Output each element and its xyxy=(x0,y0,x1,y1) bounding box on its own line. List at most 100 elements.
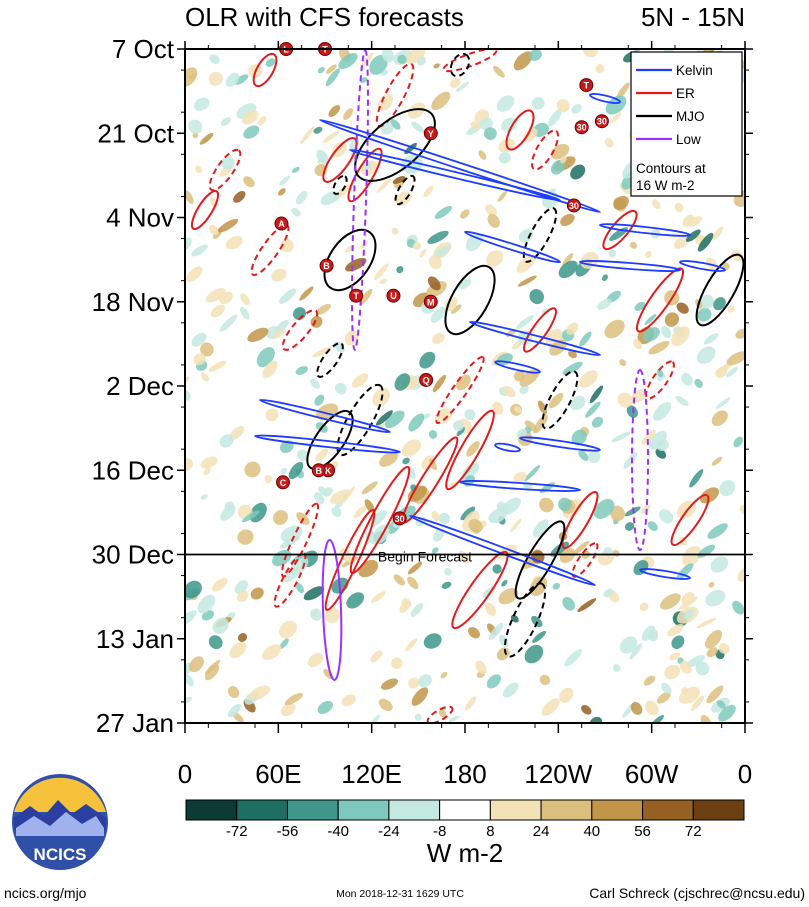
olr-anomaly-patch xyxy=(585,401,601,418)
olr-anomaly-patch xyxy=(681,373,693,386)
olr-anomaly-patch xyxy=(370,650,383,663)
colorbar-swatch xyxy=(540,799,593,821)
contour-kelvin xyxy=(494,360,541,374)
olr-anomaly-patch xyxy=(237,633,248,642)
olr-anomaly-patch xyxy=(338,52,358,70)
olr-anomaly-patch xyxy=(377,93,393,111)
x-axis-labels: 0 60E 120E 180 120W 60W 0 xyxy=(178,759,752,789)
olr-anomaly-patch xyxy=(641,625,656,641)
olr-anomaly-patch xyxy=(448,481,458,488)
olr-anomaly-patch xyxy=(682,214,694,227)
olr-anomaly-patch xyxy=(667,624,684,637)
contour-low xyxy=(631,369,649,551)
olr-anomaly-patch xyxy=(532,519,549,538)
colorbar: -72 -56 -40 -24 -8 8 24 40 56 72 xyxy=(185,799,745,840)
logo-text: NCICS xyxy=(34,845,87,864)
olr-anomaly-patch xyxy=(408,677,420,689)
olr-anomaly-patch xyxy=(460,209,470,219)
olr-anomaly-patch xyxy=(562,253,574,267)
olr-anomaly-patch xyxy=(605,95,627,115)
olr-anomaly-patch xyxy=(432,374,447,393)
legend: Kelvin ER MJO Low Contours at 16 W m-2 xyxy=(630,51,743,197)
olr-anomaly-patch xyxy=(498,151,511,164)
olr-anomaly-patch xyxy=(419,351,436,369)
olr-anomaly-patch xyxy=(291,166,300,173)
olr-anomaly-patch xyxy=(739,505,745,515)
olr-anomaly-patch xyxy=(279,638,289,649)
olr-anomaly-patch xyxy=(407,576,419,590)
olr-anomaly-patch xyxy=(322,487,333,497)
olr-anomaly-patch xyxy=(572,540,590,556)
olr-anomaly-patch xyxy=(185,237,192,251)
y-tick-label: 27 Jan xyxy=(96,708,174,738)
x-tick-label: 60W xyxy=(625,759,679,789)
olr-anomaly-patch xyxy=(570,395,586,411)
olr-anomaly-patch xyxy=(652,199,661,210)
contour-mjo xyxy=(522,207,558,263)
olr-anomaly-patch xyxy=(715,397,731,409)
olr-anomaly-patch xyxy=(453,420,464,432)
olr-anomaly-patch xyxy=(501,117,518,132)
olr-anomaly-patch xyxy=(209,224,219,236)
olr-anomaly-patch xyxy=(608,249,617,258)
olr-anomaly-patch xyxy=(428,255,443,270)
olr-anomaly-patch xyxy=(397,54,407,64)
contour-kelvin xyxy=(259,398,391,434)
footer-timestamp: Mon 2018-12-31 1629 UTC xyxy=(336,888,464,900)
y-tick-label: 13 Jan xyxy=(96,624,174,654)
olr-anomaly-patch xyxy=(455,81,470,93)
colorbar-tick-label: 24 xyxy=(533,823,550,840)
olr-anomaly-patch xyxy=(726,351,745,366)
olr-anomaly-patch xyxy=(317,66,325,74)
olr-anomaly-patch xyxy=(629,241,638,249)
olr-anomaly-patch xyxy=(423,633,442,649)
legend-entry-label: MJO xyxy=(676,109,705,124)
olr-anomaly-patch xyxy=(205,664,220,681)
colorbar-tick-label: -56 xyxy=(277,823,299,840)
olr-anomaly-patch xyxy=(427,276,441,291)
chart-title: OLR with CFS forecasts xyxy=(185,2,464,32)
olr-anomaly-patch xyxy=(560,156,567,164)
olr-anomaly-patch xyxy=(220,117,231,126)
contour-mjo xyxy=(695,253,745,327)
olr-anomaly-patch xyxy=(417,56,427,66)
olr-anomaly-patch xyxy=(185,67,198,87)
olr-anomaly-patch xyxy=(314,394,325,406)
storm-marker: Y xyxy=(423,126,438,141)
olr-anomaly-patch xyxy=(391,657,403,670)
olr-anomaly-patch xyxy=(604,319,625,339)
olr-anomaly-patch xyxy=(486,674,502,689)
contour-mjo xyxy=(444,264,496,336)
olr-anomaly-patch xyxy=(517,275,537,287)
olr-anomaly-patch xyxy=(689,469,704,488)
forecast-label: Begin Forecast xyxy=(378,549,472,565)
storm-marker-label: 30 xyxy=(597,117,607,127)
contour-er xyxy=(375,62,415,128)
olr-anomaly-patch xyxy=(375,410,393,426)
olr-anomaly-patch xyxy=(560,213,575,226)
olr-anomaly-patch xyxy=(704,333,719,345)
colorbar-swatch xyxy=(286,799,339,821)
contour-er xyxy=(252,52,278,88)
olr-anomaly-patch xyxy=(513,51,533,71)
olr-anomaly-patch xyxy=(523,128,538,143)
region-label: 5N - 15N xyxy=(641,2,745,32)
olr-anomaly-patch xyxy=(185,674,194,687)
olr-anomaly-patch xyxy=(659,509,674,524)
storm-marker: C xyxy=(276,475,290,490)
olr-anomaly-patch xyxy=(468,627,480,639)
olr-anomaly-patch xyxy=(242,510,260,523)
storm-marker: B xyxy=(319,258,334,273)
olr-anomaly-patch xyxy=(661,682,672,695)
legend-note-line2: 16 W m-2 xyxy=(636,178,695,193)
olr-anomaly-patch xyxy=(279,288,297,304)
colorbar-tick-label: -72 xyxy=(226,823,248,840)
olr-anomaly-patch xyxy=(460,506,476,521)
logo-mountains-light xyxy=(16,812,104,836)
olr-anomaly-patch xyxy=(732,600,745,615)
olr-anomaly-patch xyxy=(227,685,240,699)
olr-anomaly-patch xyxy=(300,126,315,144)
contour-kelvin xyxy=(464,230,561,264)
